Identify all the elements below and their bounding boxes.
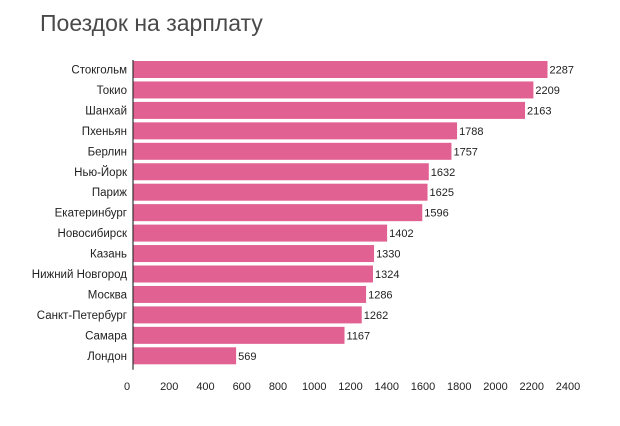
bar (133, 101, 526, 119)
category-label: Казань (90, 249, 127, 261)
x-tick-label: 1000 (302, 381, 326, 393)
bar (133, 224, 388, 242)
x-tick-label: 1200 (338, 381, 362, 393)
data-label: 1262 (364, 310, 388, 322)
data-label: 2287 (550, 65, 574, 77)
data-label: 1625 (430, 187, 454, 199)
x-tick-label: 200 (160, 381, 178, 393)
category-label: Нью-Йорк (74, 166, 128, 179)
x-tick-label: 600 (233, 381, 251, 393)
chart-title: Поездок на зарплату (40, 10, 263, 36)
x-tick-label: 2200 (520, 381, 544, 393)
category-label: Париж (92, 187, 127, 199)
data-label: 1286 (368, 289, 392, 301)
bars-layer (133, 61, 548, 365)
category-label: Нижний Новгород (32, 269, 128, 281)
bar (133, 61, 548, 78)
category-labels: Стокгольм Токио Шанхай Пхеньян Берлин Нью-Йор… (32, 65, 128, 363)
category-label: Лондон (87, 351, 127, 363)
data-label: 2209 (535, 85, 559, 97)
data-label: 1757 (453, 146, 477, 158)
bar (133, 142, 452, 160)
data-label: 1632 (431, 167, 455, 179)
x-tick-label: 1600 (411, 381, 435, 393)
data-labels: 2287 2209 2163 1788 1757 1632 1625 1596 1402 1330… (238, 65, 574, 363)
data-label: 1402 (389, 228, 413, 240)
data-label: 1330 (376, 249, 400, 261)
data-label: 1324 (375, 269, 399, 281)
category-label: Пхеньян (82, 126, 127, 138)
category-label: Шанхай (85, 105, 127, 117)
category-label: Новосибирск (58, 228, 128, 240)
category-label: Екатеринбург (55, 208, 127, 220)
x-tick-label: 2000 (483, 381, 507, 393)
bar (133, 245, 375, 263)
x-tick-label: 2400 (556, 381, 580, 393)
category-label: Токио (97, 85, 127, 97)
bar (133, 347, 237, 365)
x-tick-label: 800 (269, 381, 287, 393)
bar (133, 81, 534, 99)
bar (133, 163, 429, 181)
bar (133, 265, 373, 283)
x-tick-label: 1800 (447, 381, 471, 393)
data-label: 1167 (347, 330, 371, 342)
bar (133, 183, 428, 201)
x-tick-label: 0 (124, 381, 130, 393)
bar (133, 204, 423, 222)
category-label: Стокгольм (71, 65, 127, 77)
x-axis: 0 200 400 600 800 1000 1200 1400 1600 1800 2000 220… (124, 60, 580, 393)
category-label: Самара (85, 330, 128, 342)
data-label: 2163 (527, 105, 551, 117)
data-label: 1596 (424, 208, 448, 220)
bar (133, 326, 345, 344)
data-label: 569 (238, 351, 256, 363)
bar (133, 285, 367, 303)
data-label: 1788 (459, 126, 483, 138)
category-label: Санкт-Петербург (37, 310, 127, 322)
category-label: Берлин (88, 146, 127, 158)
x-tick-label: 400 (196, 381, 214, 393)
bar (133, 122, 458, 140)
bar (133, 306, 362, 324)
category-label: Москва (88, 289, 128, 301)
x-tick-label: 1400 (375, 381, 399, 393)
